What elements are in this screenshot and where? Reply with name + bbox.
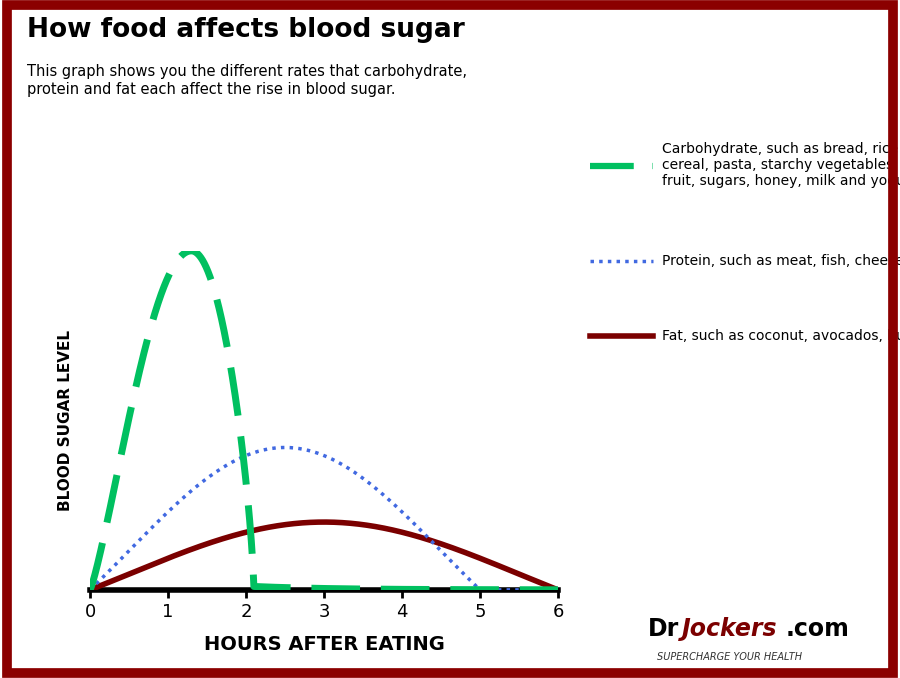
Text: Carbohydrate, such as bread, rice
cereal, pasta, starchy vegetables,
fruit, suga: Carbohydrate, such as bread, rice cereal… bbox=[662, 142, 900, 188]
Text: This graph shows you the different rates that carbohydrate,
protein and fat each: This graph shows you the different rates… bbox=[27, 64, 467, 97]
Text: How food affects blood sugar: How food affects blood sugar bbox=[27, 17, 464, 43]
Text: .com: .com bbox=[786, 617, 850, 641]
X-axis label: HOURS AFTER EATING: HOURS AFTER EATING bbox=[203, 635, 445, 654]
Text: Jockers: Jockers bbox=[682, 617, 778, 641]
Text: Fat, such as coconut, avocados, butter, nuts and olive oil.: Fat, such as coconut, avocados, butter, … bbox=[662, 329, 900, 342]
Y-axis label: BLOOD SUGAR LEVEL: BLOOD SUGAR LEVEL bbox=[58, 330, 73, 511]
Text: Dr: Dr bbox=[648, 617, 680, 641]
Text: SUPERCHARGE YOUR HEALTH: SUPERCHARGE YOUR HEALTH bbox=[657, 652, 802, 662]
Text: Protein, such as meat, fish, cheese and eggs.: Protein, such as meat, fish, cheese and … bbox=[662, 254, 900, 268]
